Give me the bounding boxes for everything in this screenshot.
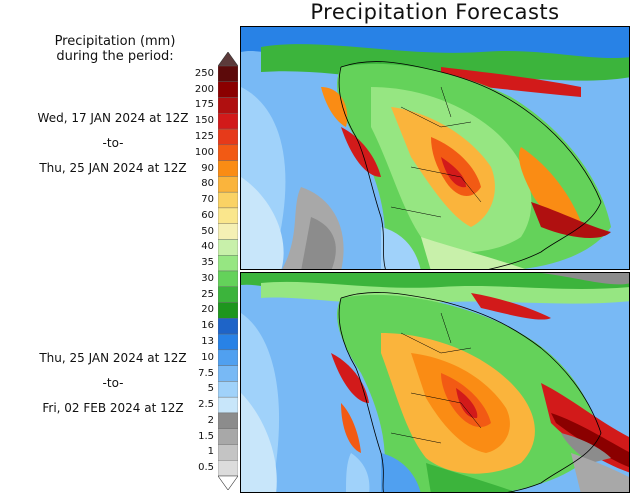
colorbar bbox=[218, 52, 238, 490]
period-1-label: Wed, 17 JAN 2024 at 12Z -to- Thu, 25 JAN… bbox=[28, 106, 198, 181]
colorbar-max-arrow bbox=[218, 52, 238, 67]
colorbar-swatch bbox=[218, 349, 238, 366]
colorbar-swatch bbox=[218, 365, 238, 382]
colorbar-swatch bbox=[218, 270, 238, 287]
period-2-start: Thu, 25 JAN 2024 at 12Z bbox=[39, 351, 187, 365]
colorbar-label: 1 bbox=[207, 446, 214, 458]
period-1-end: Thu, 25 JAN 2024 at 12Z bbox=[39, 161, 187, 175]
colorbar-swatch bbox=[218, 239, 238, 256]
colorbar-label: 10 bbox=[201, 351, 214, 363]
colorbar-label: 175 bbox=[194, 99, 214, 111]
colorbar-label: 60 bbox=[201, 209, 214, 221]
colorbar-swatch bbox=[218, 302, 238, 319]
colorbar-swatch bbox=[218, 81, 238, 98]
colorbar-swatch bbox=[218, 460, 238, 477]
colorbar-label: 200 bbox=[194, 83, 214, 95]
colorbar-swatch bbox=[218, 65, 238, 82]
forecast-map-period-2 bbox=[240, 272, 630, 493]
colorbar-label: 0.5 bbox=[198, 462, 214, 474]
period-2-label: Thu, 25 JAN 2024 at 12Z -to- Fri, 02 FEB… bbox=[28, 346, 198, 421]
colorbar-label: 30 bbox=[201, 272, 214, 284]
colorbar-label: 80 bbox=[201, 178, 214, 190]
colorbar-label: 40 bbox=[201, 241, 214, 253]
colorbar-label: 150 bbox=[194, 115, 214, 127]
period-1-start: Wed, 17 JAN 2024 at 12Z bbox=[37, 111, 189, 125]
legend-heading-line2: during the period: bbox=[56, 49, 174, 64]
forecast-map-period-1 bbox=[240, 26, 630, 270]
colorbar-label: 16 bbox=[201, 320, 214, 332]
colorbar-swatch bbox=[218, 333, 238, 351]
colorbar-swatch bbox=[218, 144, 238, 161]
colorbar-label: 35 bbox=[201, 257, 214, 269]
colorbar-label: 50 bbox=[201, 225, 214, 237]
colorbar-label: 100 bbox=[194, 146, 214, 158]
period-1-separator: -to- bbox=[102, 136, 124, 150]
legend-heading-line1: Precipitation (mm) bbox=[54, 34, 176, 49]
colorbar-label: 13 bbox=[201, 335, 214, 347]
colorbar-swatch bbox=[218, 255, 238, 272]
colorbar-label: 20 bbox=[201, 304, 214, 316]
legend-heading: Precipitation (mm) during the period: bbox=[40, 34, 190, 64]
colorbar-label: 70 bbox=[201, 194, 214, 206]
colorbar-label: 125 bbox=[194, 130, 214, 142]
colorbar-label: 25 bbox=[201, 288, 214, 300]
colorbar-swatch bbox=[218, 286, 238, 303]
colorbar-swatch bbox=[218, 113, 238, 130]
colorbar-min-arrow bbox=[218, 475, 238, 490]
colorbar-swatch bbox=[218, 128, 238, 146]
colorbar-swatch bbox=[218, 207, 238, 224]
colorbar-swatch bbox=[218, 412, 238, 429]
colorbar-swatch bbox=[218, 381, 238, 398]
colorbar-swatch bbox=[218, 444, 238, 461]
colorbar-label: 1.5 bbox=[198, 430, 214, 442]
colorbar-label: 5 bbox=[207, 383, 214, 395]
colorbar-label: 2.5 bbox=[198, 399, 214, 411]
colorbar-swatch bbox=[218, 176, 238, 193]
colorbar-label: 7.5 bbox=[198, 367, 214, 379]
period-2-end: Fri, 02 FEB 2024 at 12Z bbox=[42, 401, 184, 415]
colorbar-swatch bbox=[218, 223, 238, 240]
colorbar-swatch bbox=[218, 191, 238, 209]
page-title: Precipitation Forecasts bbox=[310, 0, 560, 24]
period-2-separator: -to- bbox=[102, 376, 124, 390]
colorbar-label: 250 bbox=[194, 67, 214, 79]
colorbar-swatch bbox=[218, 428, 238, 445]
colorbar-label: 2 bbox=[207, 414, 214, 426]
colorbar-swatch bbox=[218, 160, 238, 177]
colorbar-swatch bbox=[218, 97, 238, 114]
colorbar-swatch bbox=[218, 396, 238, 414]
colorbar-label: 90 bbox=[201, 162, 214, 174]
colorbar-swatch bbox=[218, 318, 238, 335]
